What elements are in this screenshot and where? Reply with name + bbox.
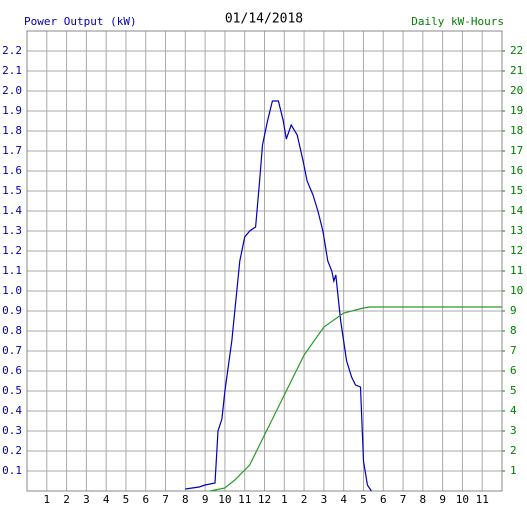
y-tick-label: 0.9 <box>2 304 22 317</box>
x-tick-label: 11 <box>476 493 489 506</box>
y2-tick-label: 15 <box>510 184 523 197</box>
x-tick-label: 8 <box>420 493 427 506</box>
y2-tick-label: 2 <box>510 444 517 457</box>
x-tick-label: 2 <box>63 493 70 506</box>
x-tick-label: 9 <box>202 493 209 506</box>
y-tick-label: 2.0 <box>2 84 22 97</box>
y2-tick-label: 7 <box>510 344 517 357</box>
y2-tick-label: 11 <box>510 264 523 277</box>
x-tick-label: 11 <box>238 493 251 506</box>
x-tick-label: 5 <box>360 493 367 506</box>
y-tick-label: 1.3 <box>2 224 22 237</box>
x-tick-label: 8 <box>182 493 189 506</box>
y-tick-label: 0.6 <box>2 364 22 377</box>
y2-tick-label: 16 <box>510 164 523 177</box>
y-tick-label: 1.1 <box>2 264 22 277</box>
x-tick-label: 3 <box>321 493 328 506</box>
x-tick-label: 4 <box>340 493 347 506</box>
y-tick-label: 2.2 <box>2 44 22 57</box>
y-tick-label: 0.4 <box>2 404 22 417</box>
y-axis-label: Power Output (kW) <box>24 15 137 28</box>
y-tick-label: 0.8 <box>2 324 22 337</box>
y2-tick-label: 18 <box>510 124 523 137</box>
y-tick-label: 1.5 <box>2 184 22 197</box>
x-tick-label: 1 <box>43 493 50 506</box>
x-tick-label: 3 <box>83 493 90 506</box>
y-tick-label: 1.8 <box>2 124 22 137</box>
y-tick-label: 0.5 <box>2 384 22 397</box>
x-tick-label: 5 <box>123 493 130 506</box>
series-line <box>209 306 502 492</box>
y2-tick-label: 14 <box>510 204 524 217</box>
y-tick-label: 1.4 <box>2 204 22 217</box>
y-tick-label: 2.1 <box>2 64 22 77</box>
y2-tick-label: 12 <box>510 244 523 257</box>
y2-tick-label: 22 <box>510 44 523 57</box>
y-tick-label: 0.2 <box>2 444 22 457</box>
y-tick-label: 1.0 <box>2 284 22 297</box>
x-tick-label: 12 <box>258 493 271 506</box>
series-line <box>185 100 372 492</box>
x-tick-label: 10 <box>218 493 231 506</box>
y-tick-label: 1.9 <box>2 104 22 117</box>
x-tick-label: 7 <box>400 493 407 506</box>
y-tick-label: 1.7 <box>2 144 22 157</box>
y2-tick-label: 8 <box>510 324 517 337</box>
x-tick-label: 10 <box>456 493 469 506</box>
y-tick-label: 0.3 <box>2 424 22 437</box>
x-tick-label: 7 <box>162 493 169 506</box>
chart-title: 01/14/2018 <box>225 12 303 27</box>
x-tick-label: 1 <box>281 493 288 506</box>
y2-tick-label: 20 <box>510 84 523 97</box>
x-tick-label: 2 <box>301 493 308 506</box>
y2-tick-label: 9 <box>510 304 517 317</box>
y2-axis-label: Daily kW-Hours <box>411 15 504 28</box>
y2-tick-label: 13 <box>510 224 523 237</box>
y2-tick-label: 5 <box>510 384 517 397</box>
y-tick-label: 0.1 <box>2 464 22 477</box>
y2-tick-label: 4 <box>510 404 517 417</box>
x-tick-label: 6 <box>380 493 387 506</box>
y-tick-label: 0.7 <box>2 344 22 357</box>
y2-tick-label: 17 <box>510 144 523 157</box>
plot-frame <box>26 30 503 492</box>
y2-tick-label: 6 <box>510 364 517 377</box>
x-tick-label: 9 <box>439 493 446 506</box>
y2-tick-label: 1 <box>510 464 517 477</box>
y2-tick-label: 21 <box>510 64 523 77</box>
y-tick-label: 1.2 <box>2 244 22 257</box>
y2-tick-label: 19 <box>510 104 523 117</box>
x-tick-label: 6 <box>142 493 149 506</box>
y-tick-label: 1.6 <box>2 164 22 177</box>
x-tick-label: 4 <box>103 493 110 506</box>
y2-tick-label: 10 <box>510 284 523 297</box>
y2-tick-label: 3 <box>510 424 517 437</box>
